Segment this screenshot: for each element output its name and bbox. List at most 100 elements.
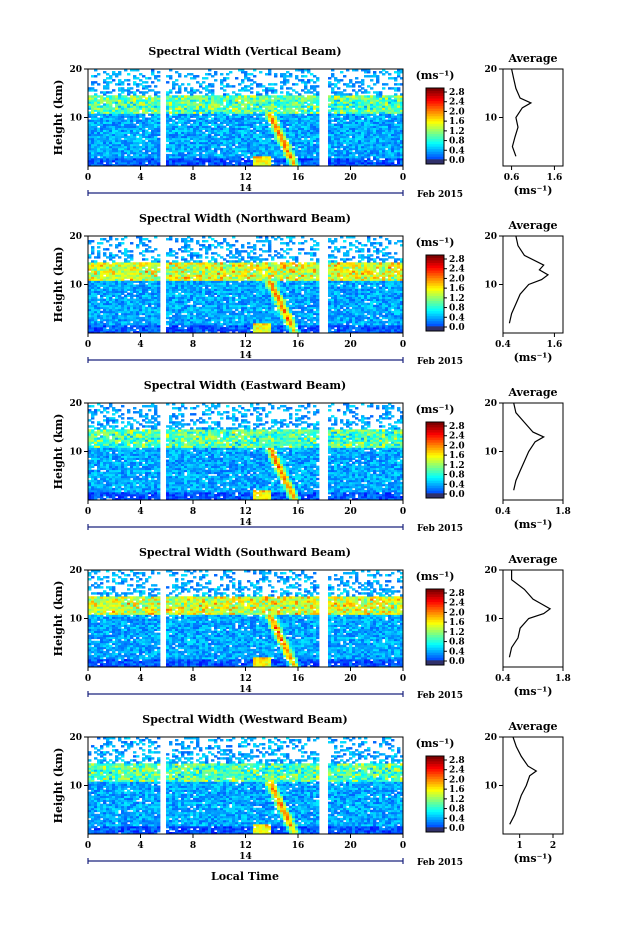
colorbar-swatch <box>426 630 444 633</box>
x-tick-label: 0 <box>400 340 406 350</box>
colorbar-swatch <box>426 614 444 617</box>
colorbar-swatch <box>426 149 444 152</box>
colorbar-swatch <box>426 134 444 137</box>
colorbar-swatch <box>426 321 444 324</box>
panel-title: Spectral Width (Westward Beam) <box>142 713 347 726</box>
x-tick-label: 12 <box>239 841 252 851</box>
colorbar-swatch <box>426 435 444 438</box>
colorbar-swatch <box>426 270 444 273</box>
colorbar-tick-label: 1.2 <box>449 127 465 137</box>
colorbar-swatch <box>426 303 444 306</box>
colorbar-swatch <box>426 296 444 299</box>
x-axis-label: Local Time <box>211 870 279 883</box>
x-tick-label: 20 <box>344 674 357 684</box>
colorbar-swatch <box>426 824 444 827</box>
y-tick-label: 20 <box>69 399 82 409</box>
colorbar-tick-label: 0.8 <box>449 638 465 648</box>
panel-2: Spectral Width (Eastward Beam)Height (km… <box>52 379 571 534</box>
colorbar-tick-label: 2.4 <box>449 265 465 275</box>
x-tick-label: 12 <box>239 340 252 350</box>
avg-frame <box>503 236 563 333</box>
x-tick-label: 12 <box>239 507 252 517</box>
avg-title: Average <box>507 720 557 733</box>
colorbar-swatch <box>426 635 444 638</box>
avg-title: Average <box>507 52 557 65</box>
colorbar-swatch <box>426 647 444 650</box>
colorbar-swatch <box>426 488 444 491</box>
colorbar-swatch <box>426 483 444 486</box>
colorbar-swatch <box>426 318 444 321</box>
date-label: 14 <box>239 184 252 194</box>
colorbar-swatch <box>426 473 444 476</box>
colorbar-swatch <box>426 791 444 794</box>
x-tick-label: 8 <box>190 173 196 183</box>
colorbar-tick-label: 2.4 <box>449 432 465 442</box>
avg-y-tick-label: 10 <box>484 615 497 625</box>
colorbar-tick-label: 2.0 <box>449 107 465 117</box>
x-tick-label: 8 <box>190 340 196 350</box>
colorbar-swatch <box>426 493 444 496</box>
colorbar-tick-label: 1.6 <box>449 451 465 461</box>
colorbar-swatch <box>426 612 444 615</box>
colorbar-swatch <box>426 425 444 428</box>
x-tick-label: 20 <box>344 340 357 350</box>
colorbar <box>426 756 447 832</box>
colorbar-swatch <box>426 812 444 815</box>
colorbar-swatch <box>426 789 444 792</box>
y-tick-label: 10 <box>69 281 82 291</box>
colorbar-swatch <box>426 771 444 774</box>
colorbar-unit: (ms⁻¹) <box>416 236 455 249</box>
date-label: 14 <box>239 518 252 528</box>
avg-y-tick-label: 20 <box>484 566 497 576</box>
heatmap-cells <box>88 403 403 500</box>
colorbar-swatch <box>426 430 444 433</box>
colorbar-swatch <box>426 475 444 478</box>
colorbar-swatch <box>426 288 444 291</box>
colorbar-swatch <box>426 118 444 121</box>
colorbar-swatch <box>426 146 444 149</box>
avg-x-label: (ms⁻¹) <box>514 518 553 531</box>
colorbar-swatch <box>426 144 444 147</box>
avg-y-tick-label: 10 <box>484 281 497 291</box>
colorbar-swatch <box>426 594 444 597</box>
colorbar-tick-label: 0.0 <box>449 657 465 667</box>
colorbar-swatch <box>426 485 444 488</box>
colorbar-swatch <box>426 759 444 762</box>
colorbar-swatch <box>426 786 444 789</box>
x-tick-label: 0 <box>85 340 91 350</box>
colorbar-swatch <box>426 313 444 316</box>
month-label: Feb 2015 <box>417 190 463 200</box>
colorbar-swatch <box>426 293 444 296</box>
colorbar-swatch <box>426 809 444 812</box>
colorbar-swatch <box>426 432 444 435</box>
colorbar-swatch <box>426 91 444 94</box>
colorbar-swatch <box>426 129 444 132</box>
colorbar-swatch <box>426 602 444 605</box>
colorbar-swatch <box>426 308 444 311</box>
colorbar-swatch <box>426 273 444 276</box>
colorbar-swatch <box>426 141 444 144</box>
colorbar-tick-label: 0.4 <box>449 647 465 657</box>
colorbar-tick-label: 1.2 <box>449 795 465 805</box>
colorbar-swatch <box>426 278 444 281</box>
avg-profile-line <box>512 69 531 156</box>
colorbar-swatch <box>426 468 444 471</box>
colorbar-swatch <box>426 599 444 602</box>
colorbar-swatch <box>426 460 444 463</box>
x-tick-label: 4 <box>137 507 143 517</box>
colorbar-tick-label: 0.4 <box>449 146 465 156</box>
colorbar-tick-label: 2.8 <box>449 88 465 98</box>
avg-title: Average <box>507 553 557 566</box>
x-tick-label: 0 <box>85 841 91 851</box>
colorbar-swatch <box>426 290 444 293</box>
colorbar-swatch <box>426 817 444 820</box>
avg-y-tick-label: 10 <box>484 782 497 792</box>
panel-title: Spectral Width (Vertical Beam) <box>148 45 341 58</box>
colorbar-swatch <box>426 445 444 448</box>
avg-y-tick-label: 20 <box>484 733 497 743</box>
y-axis-label: Height (km) <box>52 748 65 824</box>
colorbar-swatch <box>426 323 444 326</box>
colorbar-swatch <box>426 650 444 653</box>
x-tick-label: 0 <box>400 674 406 684</box>
y-axis-label: Height (km) <box>52 414 65 490</box>
